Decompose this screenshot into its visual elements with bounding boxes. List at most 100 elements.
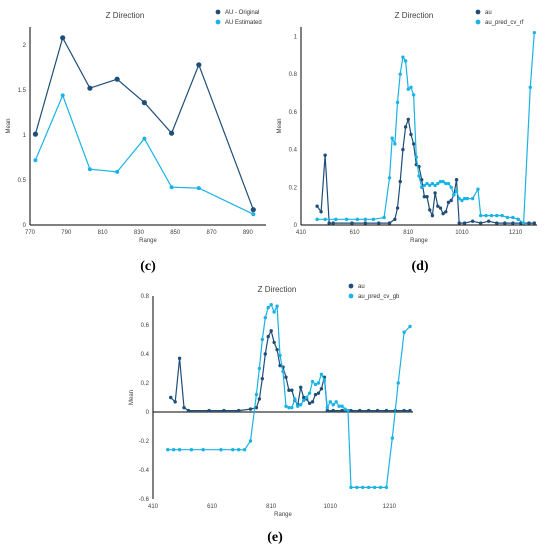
data-point bbox=[301, 395, 306, 400]
legend-label: AU Estimated bbox=[225, 20, 262, 26]
y-tick-label: -0.4 bbox=[139, 468, 150, 474]
data-point bbox=[403, 59, 408, 63]
data-point bbox=[478, 221, 483, 225]
chart-title: Z Direction bbox=[258, 285, 297, 294]
panel-label: (c) bbox=[140, 259, 156, 274]
data-point bbox=[313, 382, 318, 387]
x-axis-label: Range bbox=[139, 238, 157, 244]
data-point bbox=[441, 179, 445, 184]
data-point bbox=[340, 404, 344, 408]
data-point bbox=[269, 303, 273, 307]
legend-label: au bbox=[358, 284, 365, 290]
data-point bbox=[307, 401, 312, 405]
data-point bbox=[177, 448, 182, 452]
data-point bbox=[532, 221, 537, 225]
panel-label: (d) bbox=[411, 259, 428, 274]
data-point bbox=[532, 30, 537, 35]
data-point bbox=[411, 93, 416, 97]
data-point bbox=[436, 204, 440, 208]
data-point bbox=[299, 385, 303, 390]
data-point bbox=[462, 196, 467, 201]
data-point bbox=[422, 195, 427, 199]
panel-label: (e) bbox=[267, 530, 283, 545]
chart-title: Z Direction bbox=[395, 11, 434, 20]
data-point bbox=[478, 213, 483, 218]
data-point bbox=[444, 210, 448, 214]
data-point bbox=[521, 221, 526, 225]
series-line bbox=[34, 36, 254, 210]
data-point bbox=[402, 330, 406, 334]
data-point bbox=[254, 405, 259, 410]
data-point bbox=[281, 369, 285, 374]
data-point bbox=[393, 142, 397, 146]
data-point bbox=[323, 153, 327, 157]
data-point bbox=[527, 221, 531, 225]
data-point bbox=[387, 176, 392, 180]
data-point bbox=[454, 178, 459, 182]
data-point bbox=[327, 221, 331, 225]
y-tick-label: 0.8 bbox=[289, 72, 298, 78]
data-point bbox=[516, 217, 520, 222]
y-axis-label: Mean bbox=[129, 390, 135, 405]
data-point bbox=[363, 221, 368, 225]
series-line bbox=[170, 329, 410, 412]
data-point bbox=[528, 85, 532, 90]
chart-title: Z Direction bbox=[106, 11, 145, 20]
data-point bbox=[207, 408, 211, 413]
x-tick-label: 850 bbox=[170, 230, 181, 236]
legend: AU - Original AU Estimated bbox=[215, 9, 262, 26]
data-point bbox=[189, 448, 194, 452]
data-point bbox=[371, 217, 376, 222]
series-au bbox=[169, 329, 412, 413]
data-point bbox=[284, 375, 288, 379]
x-tick-label: 810 bbox=[266, 504, 277, 510]
data-point bbox=[403, 125, 408, 129]
data-point bbox=[310, 379, 315, 384]
data-point bbox=[328, 400, 332, 404]
series-au bbox=[315, 117, 537, 225]
legend-marker bbox=[475, 19, 481, 25]
data-point bbox=[307, 391, 312, 395]
data-point bbox=[313, 392, 318, 397]
data-point bbox=[315, 204, 319, 208]
legend-label: AU - Original bbox=[225, 10, 259, 16]
data-point bbox=[60, 93, 65, 98]
series-au-pred-cv-gb bbox=[166, 303, 412, 490]
data-point bbox=[115, 169, 120, 174]
data-point bbox=[114, 76, 120, 82]
data-point bbox=[325, 408, 330, 413]
data-point bbox=[433, 191, 437, 195]
x-tick-label: 1010 bbox=[455, 230, 469, 236]
data-point bbox=[269, 329, 273, 333]
data-point bbox=[293, 397, 297, 401]
series-line bbox=[316, 117, 535, 224]
y-tick-label: -0.2 bbox=[139, 439, 150, 445]
data-point bbox=[489, 213, 494, 218]
y-tick-label: 1 bbox=[294, 34, 298, 40]
data-point bbox=[182, 405, 186, 410]
data-point bbox=[398, 179, 402, 184]
data-point bbox=[301, 398, 306, 403]
data-point bbox=[349, 485, 353, 490]
data-point bbox=[201, 448, 205, 452]
data-point bbox=[395, 100, 400, 105]
data-point bbox=[334, 400, 338, 404]
y-axis-label: Mean bbox=[6, 118, 12, 133]
data-point bbox=[304, 395, 309, 400]
data-point bbox=[438, 206, 443, 210]
data-point bbox=[419, 178, 424, 182]
y-tick-label: 0.6 bbox=[141, 323, 150, 329]
data-point bbox=[495, 221, 499, 225]
data-point bbox=[393, 217, 397, 222]
data-point bbox=[406, 87, 410, 91]
y-tick-label: 0.4 bbox=[141, 352, 150, 358]
data-point bbox=[375, 408, 380, 413]
data-point bbox=[457, 196, 461, 201]
data-point bbox=[422, 183, 427, 188]
data-point bbox=[296, 404, 300, 408]
data-point bbox=[419, 185, 424, 189]
data-point bbox=[344, 217, 349, 222]
y-axis-label: Mean bbox=[277, 118, 283, 133]
data-point bbox=[460, 198, 464, 203]
